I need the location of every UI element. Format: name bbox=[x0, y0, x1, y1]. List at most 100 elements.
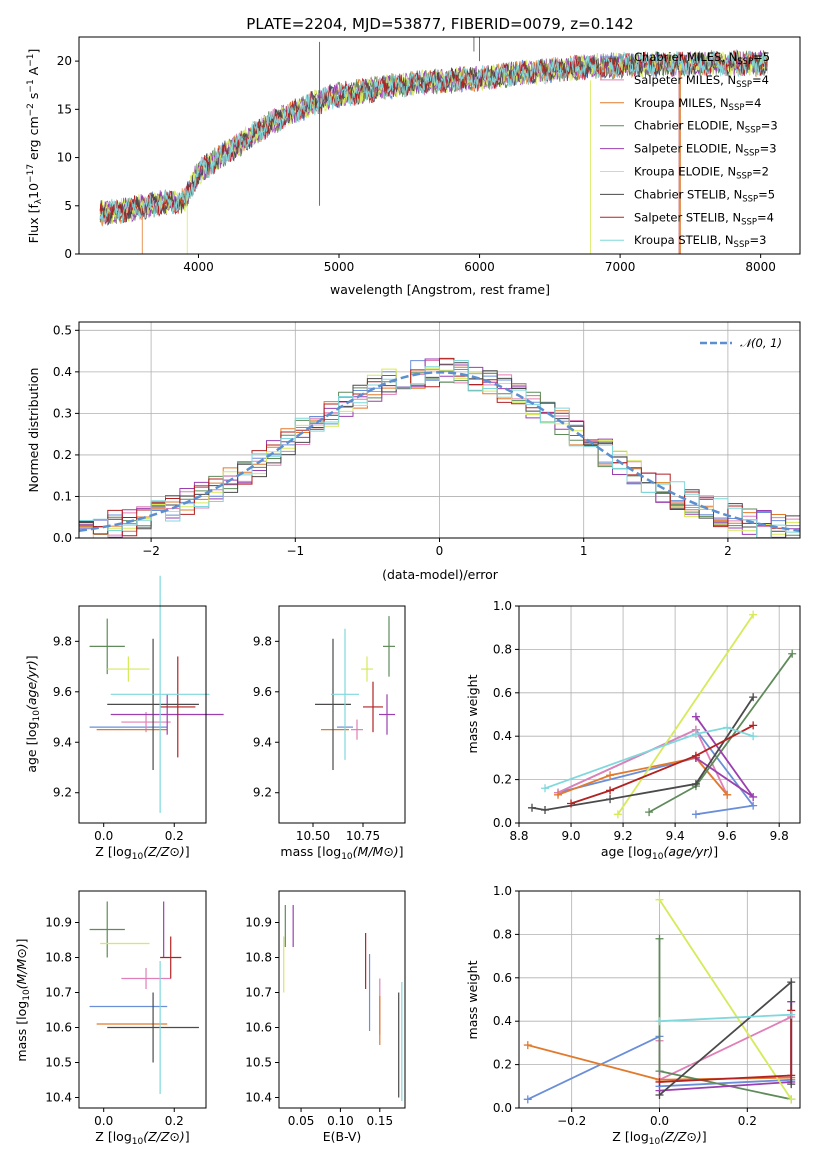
mass-z-xlabel: Z [log10(Z/Z⊙)] bbox=[95, 1129, 189, 1147]
age-z-frame bbox=[78, 605, 207, 824]
series-kroupa_elodie bbox=[655, 895, 796, 1104]
errorbar-salpeter_miles bbox=[121, 968, 171, 989]
y-tick-label: 10.5 bbox=[245, 1056, 272, 1070]
marker-kroupa_elodie bbox=[655, 895, 664, 904]
weight-age-ticks: 8.8 9.0 9.2 9.4 9.6 9.8 0.0 0.2 0.4 0.6 0.8 1.0 bbox=[493, 599, 789, 843]
marker-kroupa_miles bbox=[523, 1041, 532, 1050]
age-z-ylabel: age [log10(age/yr)] bbox=[24, 655, 42, 772]
x-tick-label: −0.2 bbox=[557, 1114, 586, 1128]
errorbar-chabrier_stelib bbox=[107, 992, 199, 1063]
errorbar-kroupa_elodie bbox=[361, 656, 373, 682]
mass-z-ylabel: mass [log10(M/M⊙)] bbox=[14, 938, 32, 1061]
errorbar-kroupa_stelib bbox=[110, 575, 210, 813]
x-tick-label: 9.2 bbox=[614, 829, 633, 843]
marker-chabrier_elodie bbox=[788, 649, 797, 658]
series-chabrier_stelib bbox=[528, 693, 758, 814]
histogram-ticks: −2 −1 0 1 2 0.0 0.1 0.2 0.3 0.4 0.5 bbox=[53, 323, 732, 558]
marker-chabrier_elodie bbox=[645, 808, 654, 817]
y-tick-label: 15 bbox=[57, 102, 72, 116]
line-salpeter_stelib bbox=[570, 724, 754, 805]
mass-ebv-ticks: 0.05 0.10 0.15 10.4 10.5 10.6 10.7 10.8 10.9 bbox=[245, 916, 393, 1129]
age-vs-mass-panel: 10.50 10.75 9.2 9.4 9.6 9.8 mass [log10(M/M⊙)] bbox=[253, 605, 406, 862]
y-tick-label: 0.1 bbox=[53, 489, 72, 503]
series-kroupa_stelib bbox=[541, 723, 758, 793]
y-tick-label: 10.9 bbox=[45, 916, 72, 930]
age-mass-ticks: 10.50 10.75 9.2 9.4 9.6 9.8 bbox=[253, 634, 380, 843]
marker-chabrier_stelib bbox=[528, 803, 537, 812]
marker-kroupa_stelib bbox=[655, 1017, 664, 1026]
legend-label-kroupa_miles: Kroupa MILES, NSSP=4 bbox=[634, 96, 761, 113]
marker-chabrier_miles bbox=[749, 801, 758, 810]
y-tick-label: 10.8 bbox=[245, 951, 272, 965]
y-tick-label: 10.7 bbox=[45, 986, 72, 1000]
y-tick-label: 9.8 bbox=[253, 634, 272, 648]
y-tick-label: 10.7 bbox=[245, 986, 272, 1000]
spectrum-panel: PLATE=2204, MJD=53877, FIBERID=0079, z=0… bbox=[26, 15, 801, 297]
y-tick-label: 0.2 bbox=[493, 773, 512, 787]
legend-label-kroupa_stelib: Kroupa STELIB, NSSP=3 bbox=[634, 233, 766, 250]
y-tick-label: 9.6 bbox=[53, 685, 72, 699]
y-tick-label: 9.8 bbox=[53, 634, 72, 648]
age-z-xlabel: Z [log10(Z/Z⊙)] bbox=[95, 844, 189, 862]
errorbar-kroupa_stelib bbox=[331, 628, 359, 760]
legend-label-chabrier_stelib: Chabrier STELIB, NSSP=5 bbox=[634, 187, 775, 204]
marker-chabrier_stelib bbox=[787, 1080, 796, 1089]
y-tick-label: 0 bbox=[64, 247, 72, 261]
series-salpeter_stelib bbox=[655, 1006, 796, 1086]
residual-histogram-panel: −2 −1 0 1 2 0.0 0.1 0.2 0.3 0.4 0.5 (data-model)/e… bbox=[26, 321, 801, 582]
errorbar-chabrier_elodie bbox=[89, 901, 125, 958]
y-tick-label: 0.0 bbox=[493, 816, 512, 830]
x-tick-label: 6000 bbox=[464, 260, 495, 274]
legend-label-chabrier_miles: Chabrier MILES, NSSP=5 bbox=[634, 50, 770, 67]
y-tick-label: 0.4 bbox=[493, 1014, 512, 1028]
weight-age-ylabel: mass weight bbox=[465, 674, 480, 753]
x-tick-label: 0.05 bbox=[288, 1114, 315, 1128]
y-tick-label: 9.2 bbox=[53, 786, 72, 800]
y-tick-label: 10.6 bbox=[245, 1021, 272, 1035]
y-tick-label: 10.8 bbox=[45, 951, 72, 965]
spectrum-ticks: 4000 5000 6000 7000 8000 0 5 10 15 20 bbox=[57, 54, 776, 274]
errorbar-chabrier_elodie bbox=[89, 618, 125, 675]
age-z-marks bbox=[89, 575, 224, 813]
weight-z-marks bbox=[523, 895, 796, 1104]
x-tick-label: 7000 bbox=[605, 260, 636, 274]
x-tick-label: 0.2 bbox=[165, 829, 184, 843]
marker-kroupa_stelib bbox=[749, 732, 758, 741]
marker-kroupa_miles bbox=[606, 771, 615, 780]
marker-salpeter_stelib bbox=[691, 751, 700, 760]
marker-kroupa_miles bbox=[554, 790, 563, 799]
histogram-kroupa_stelib bbox=[79, 360, 800, 538]
spectrum-trace-kroupa_stelib bbox=[99, 50, 768, 224]
errorbar-salpeter_stelib bbox=[363, 681, 383, 733]
marker-chabrier_elodie bbox=[655, 934, 664, 943]
marker-chabrier_stelib bbox=[787, 978, 796, 987]
x-tick-label: 4000 bbox=[183, 260, 214, 274]
marker-kroupa_elodie bbox=[749, 610, 758, 619]
mass-ebv-marks bbox=[283, 905, 403, 1101]
x-tick-label: −1 bbox=[286, 544, 304, 558]
y-tick-label: 10.9 bbox=[245, 916, 272, 930]
spectrum-legend: Chabrier MILES, NSSP=5 Salpeter MILES, NS… bbox=[600, 50, 778, 250]
line-kroupa_stelib bbox=[659, 1013, 792, 1023]
marker-salpeter_stelib bbox=[655, 1077, 664, 1086]
mass-z-frame bbox=[78, 890, 207, 1109]
marker-chabrier_miles bbox=[691, 810, 700, 819]
errorbar-salpeter_stelib bbox=[160, 936, 182, 979]
marker-salpeter_stelib bbox=[749, 721, 758, 730]
legend-label-salpeter_miles: Salpeter MILES, NSSP=4 bbox=[634, 73, 769, 90]
spectrum-traces bbox=[99, 37, 768, 254]
errorbar-salpeter_miles bbox=[121, 711, 171, 733]
x-tick-label: 9.8 bbox=[770, 829, 789, 843]
marker-kroupa_stelib bbox=[541, 784, 550, 793]
legend-label-salpeter_stelib: Salpeter STELIB, NSSP=4 bbox=[634, 210, 774, 227]
legend-label-salpeter_elodie: Salpeter ELODIE, NSSP=3 bbox=[634, 142, 777, 159]
histogram-salpeter_stelib bbox=[79, 357, 800, 538]
spectrum-lines bbox=[99, 37, 768, 254]
marker-kroupa_elodie bbox=[787, 1095, 796, 1104]
x-tick-label: 9.6 bbox=[718, 829, 737, 843]
marker-kroupa_stelib bbox=[787, 1010, 796, 1019]
spectrum-xlabel: wavelength [Angstrom, rest frame] bbox=[330, 282, 550, 297]
errorbar-chabrier_elodie bbox=[383, 616, 395, 677]
mass-vs-extinction-panel: 0.05 0.10 0.15 10.4 10.5 10.6 10.7 10.8 10.9 E(B-… bbox=[245, 890, 406, 1144]
y-tick-label: 10.5 bbox=[45, 1056, 72, 1070]
